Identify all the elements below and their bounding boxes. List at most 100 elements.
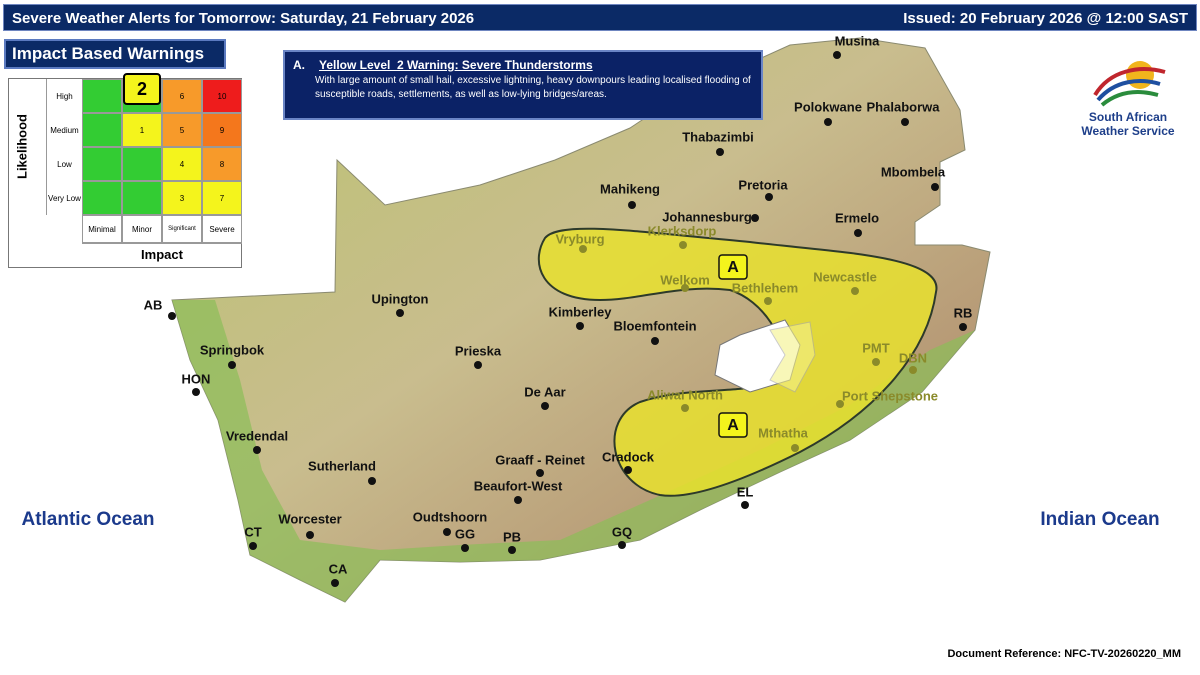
place-label: Phalaborwa <box>867 99 941 114</box>
place-label: Springbok <box>200 342 265 357</box>
place-label: PMT <box>862 340 890 355</box>
place-dot <box>368 477 376 485</box>
place-dot <box>618 541 626 549</box>
place-dot <box>751 214 759 222</box>
place-label: CA <box>329 561 348 576</box>
place-dot <box>168 312 176 320</box>
area-label-box <box>718 412 748 438</box>
level-number: 1 <box>139 125 145 135</box>
place-dot <box>679 241 687 249</box>
place-dot <box>833 51 841 59</box>
logo-text: South African <box>1089 110 1167 124</box>
place-dot <box>536 469 544 477</box>
place-label: Pretoria <box>738 177 788 192</box>
place-dot <box>716 148 724 156</box>
place-label: Worcester <box>278 511 341 526</box>
level-number: 3 <box>179 193 185 203</box>
column-label: Minimal <box>82 215 122 243</box>
place-label: Upington <box>371 291 428 306</box>
logo-sun <box>1126 61 1154 89</box>
place-dot <box>541 402 549 410</box>
place-label: Vryburg <box>555 231 604 246</box>
place-dot <box>791 444 799 452</box>
place-dot <box>253 446 261 454</box>
ocean-label: Atlantic Ocean <box>21 509 154 530</box>
matrix-cell <box>82 147 122 181</box>
coastal-green <box>172 300 975 602</box>
warning-box: A. Yellow Level 2 Warning: Severe Thunde… <box>283 50 763 120</box>
place-dot <box>624 466 632 474</box>
column-label: Significant <box>162 215 202 243</box>
place-label: Mbombela <box>881 164 946 179</box>
place-dot <box>249 542 257 550</box>
place-dot <box>579 245 587 253</box>
place-label: Kimberley <box>549 304 613 319</box>
place-dot <box>514 496 522 504</box>
level-number: 6 <box>179 91 185 101</box>
place-dot <box>461 544 469 552</box>
logo-arc <box>1096 79 1161 102</box>
level-number: 8 <box>219 159 225 169</box>
matrix-cell: 9 <box>202 113 242 147</box>
place-label: AB <box>144 297 163 312</box>
logo-arc <box>1093 67 1166 97</box>
matrix-cell <box>82 113 122 147</box>
column-label: Minor <box>122 215 162 243</box>
highlighted-level: 2 <box>123 73 161 105</box>
place-dot <box>474 361 482 369</box>
ocean-label: Indian Ocean <box>1040 509 1159 530</box>
matrix-cell: 1 <box>122 113 162 147</box>
place-label: HON <box>182 371 211 386</box>
place-dot <box>931 183 939 191</box>
place-dot <box>851 287 859 295</box>
place-label: Musina <box>835 33 881 48</box>
place-label: Johannesburg <box>662 209 752 224</box>
row-label: Very Low <box>46 181 82 215</box>
place-label: Ermelo <box>835 210 879 225</box>
place-label: Prieska <box>455 343 502 358</box>
level-number: 4 <box>179 159 185 169</box>
level-number: 7 <box>219 193 225 203</box>
level-number: 5 <box>179 125 185 135</box>
place-label: Oudtshoorn <box>413 509 487 524</box>
place-label: Graaff - Reinet <box>495 452 585 467</box>
issued-date: Issued: 20 February 2026 @ 12:00 SAST <box>903 10 1188 27</box>
y-axis-label: Likelihood <box>14 114 30 179</box>
place-label: Sutherland <box>308 458 376 473</box>
place-label: De Aar <box>524 384 565 399</box>
place-dot <box>872 358 880 366</box>
row-label: High <box>46 79 82 113</box>
place-dot <box>854 229 862 237</box>
matrix-cell: 8 <box>202 147 242 181</box>
x-axis-label: Impact <box>82 243 242 266</box>
place-label: Bloemfontein <box>613 318 696 333</box>
place-label: EL <box>737 484 754 499</box>
matrix-title: Impact Based Warnings <box>4 39 226 69</box>
place-dot <box>443 528 451 536</box>
place-dot <box>681 284 689 292</box>
place-label: RB <box>954 305 973 320</box>
column-label: Severe <box>202 215 242 243</box>
area-label: A <box>727 259 739 276</box>
place-dot <box>909 366 917 374</box>
place-label: Vredendal <box>226 428 288 443</box>
place-label: CT <box>244 524 261 539</box>
place-dot <box>192 388 200 396</box>
place-dot <box>396 309 404 317</box>
place-label: Cradock <box>602 449 655 464</box>
place-dot <box>765 193 773 201</box>
level-number: 10 <box>217 91 227 101</box>
warning-title: Yellow Level 2 Warning: Severe Thunderst… <box>319 58 593 72</box>
place-dot <box>628 201 636 209</box>
place-dot <box>836 400 844 408</box>
header-title: Severe Weather Alerts for Tomorrow: Satu… <box>12 10 475 27</box>
place-dot <box>901 118 909 126</box>
place-dot <box>576 322 584 330</box>
place-label: Klerksdorp <box>648 223 717 238</box>
document-reference: Document Reference: NFC-TV-20260220_MM <box>947 648 1181 660</box>
place-label: Polokwane <box>794 99 862 114</box>
eswatini <box>769 321 816 393</box>
place-label: Port Shepstone <box>842 388 938 403</box>
area-label-box <box>718 254 748 280</box>
